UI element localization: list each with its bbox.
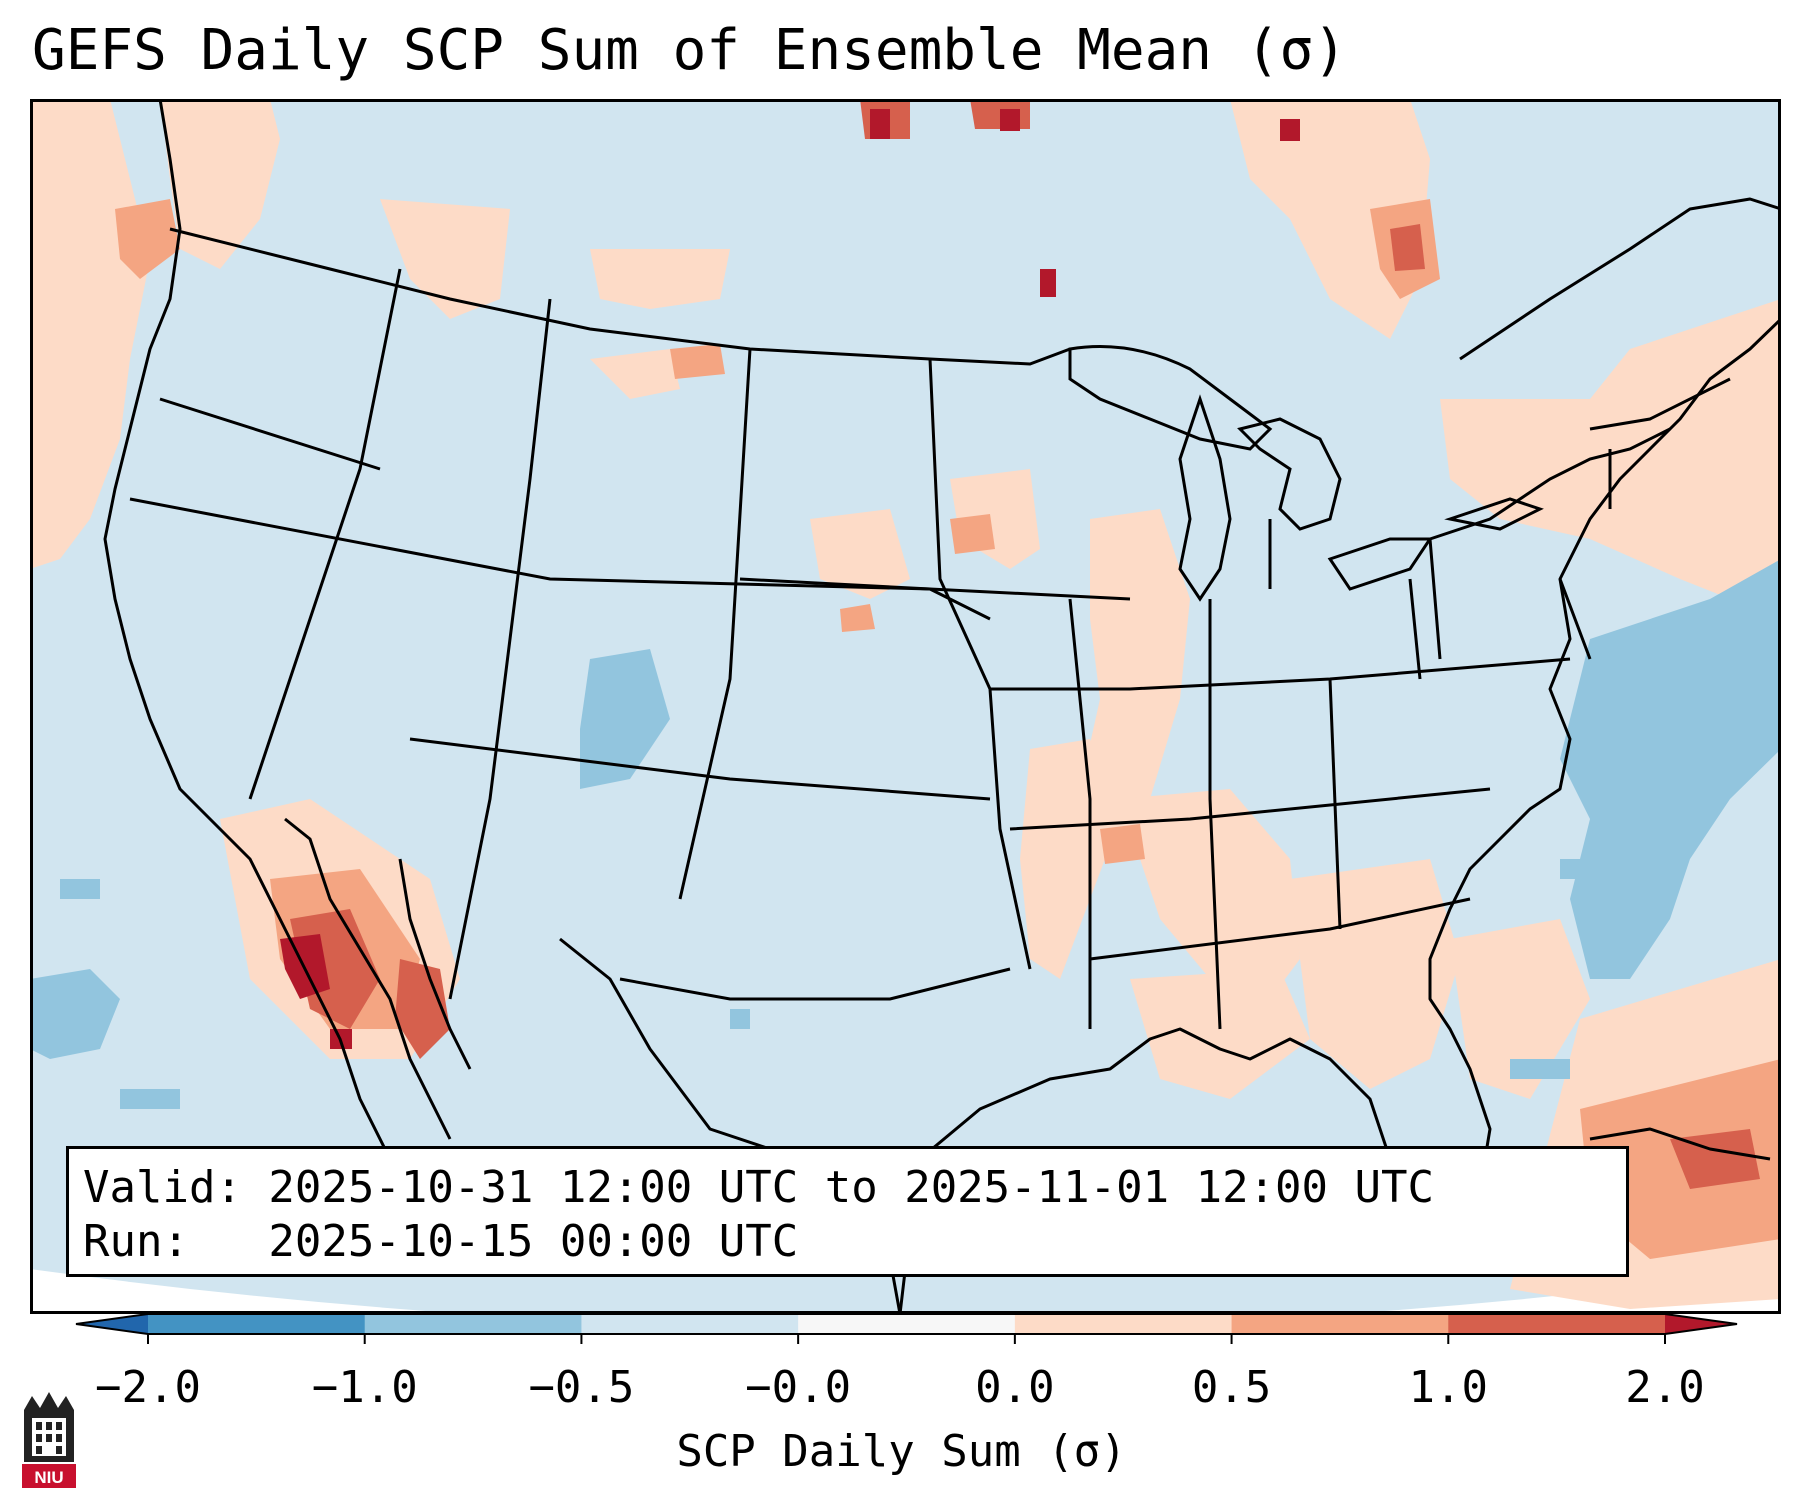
niu-logo: NIU	[20, 1390, 78, 1490]
colorbar-extend-low	[76, 1314, 148, 1334]
colorbar	[75, 1313, 1738, 1344]
negative-anomaly	[30, 559, 1781, 1199]
colorbar-bin	[1014, 1314, 1233, 1334]
colorbar-tick-label: −0.5	[528, 1362, 635, 1413]
colorbar-tick-label: 0.5	[1191, 1362, 1272, 1413]
projection-edge	[30, 1269, 1781, 1314]
colorbar-extend-high	[1665, 1314, 1737, 1334]
great-lakes	[1068, 345, 1544, 602]
run-time-line: Run: 2025-10-15 00:00 UTC	[83, 1216, 799, 1267]
map-panel	[30, 99, 1781, 1314]
colorbar-bin	[581, 1314, 799, 1334]
colorbar-tick-label: 0.0	[975, 1362, 1055, 1413]
canada-border	[169, 227, 1071, 366]
base-field	[30, 99, 1781, 1314]
colorbar-label: SCP Daily Sum (σ)	[676, 1426, 1127, 1477]
logo-banner	[22, 1464, 76, 1488]
valid-time-line: Valid: 2025-10-31 12:00 UTC to 2025-11-0…	[83, 1162, 1435, 1213]
svg-text:NIU: NIU	[34, 1468, 63, 1487]
map-frame	[30, 99, 1781, 1314]
colorbar-tick-label: 1.0	[1408, 1362, 1489, 1413]
colorbar-bin	[148, 1314, 366, 1334]
colorbar-bin	[1448, 1314, 1666, 1334]
colorbar-tick-label: −1.0	[311, 1362, 418, 1413]
colorbar-bin	[1231, 1314, 1449, 1334]
map-title: GEFS Daily SCP Sum of Ensemble Mean (σ)	[32, 18, 1347, 83]
scp-anomaly-map	[30, 99, 1781, 1314]
colorbar-tick-label: 2.0	[1625, 1362, 1705, 1413]
canada-border-east	[1429, 427, 1671, 541]
colorbar-tick-label: −0.0	[745, 1362, 852, 1413]
validity-info-box: Valid: 2025-10-31 12:00 UTC to 2025-11-0…	[66, 1146, 1629, 1277]
state-borders	[129, 268, 1731, 1030]
colorbar-tick-label: −2.0	[95, 1362, 201, 1413]
colorbar-bin	[364, 1314, 582, 1334]
colorbar-bin	[798, 1314, 1016, 1334]
